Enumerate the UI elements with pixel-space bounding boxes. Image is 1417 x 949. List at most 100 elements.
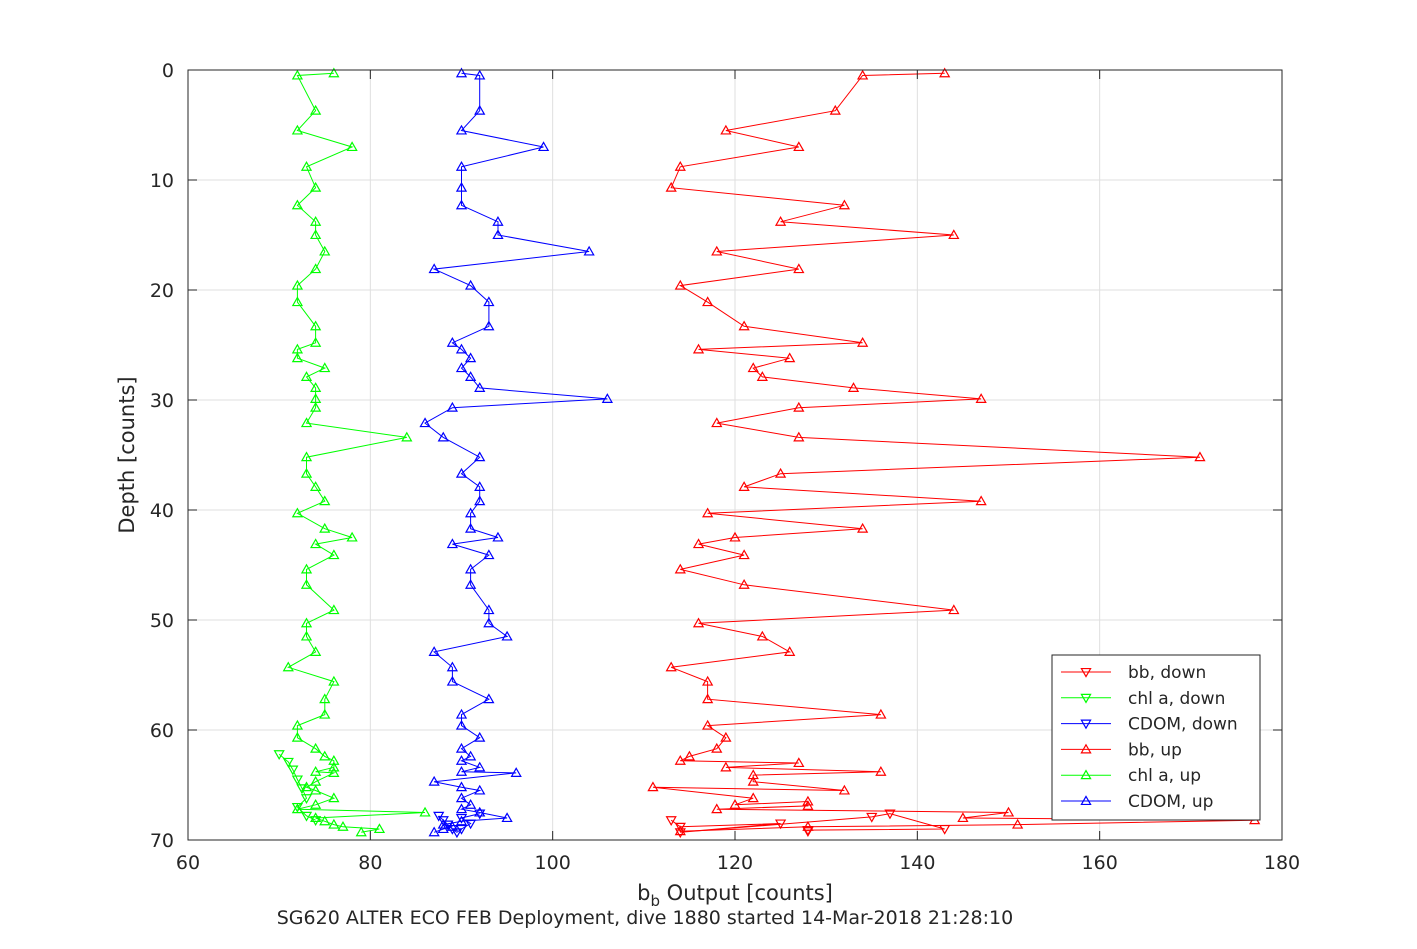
- data-point-bb-down: [884, 809, 896, 820]
- data-point-cdom-up: [455, 67, 468, 78]
- data-point-chl-a-up: [300, 781, 313, 792]
- data-point-bb-up: [875, 765, 887, 776]
- legend: bb, down chl a, down CDOM, down bb, up chl a…: [1051, 654, 1261, 821]
- legend-item-bb-up: bb, up: [1061, 740, 1182, 760]
- data-point-bb-down: [674, 822, 686, 833]
- series-bb-down: [665, 809, 951, 839]
- data-point-cdom-up: [455, 199, 468, 210]
- data-point-cdom-up: [455, 815, 468, 826]
- data-point-bb-down: [774, 819, 787, 830]
- data-point-bb-up: [702, 675, 714, 686]
- data-point-chl-a-up: [300, 467, 313, 478]
- x-tick-label: 160: [1082, 852, 1118, 874]
- data-point-cdom-up: [464, 522, 477, 533]
- data-point-bb-up: [1011, 818, 1024, 829]
- data-point-bb-up: [702, 719, 714, 730]
- data-point-chl-a-up: [309, 481, 322, 491]
- data-point-bb-up: [847, 382, 860, 392]
- data-point-chl-a-up: [300, 617, 313, 628]
- data-point-cdom-up: [428, 646, 440, 656]
- data-point-chl-a-up: [291, 803, 304, 814]
- data-point-cdom-up: [455, 754, 468, 765]
- y-tick-label: 30: [150, 390, 174, 412]
- data-point-bb-up: [856, 69, 869, 80]
- data-point-bb-up: [665, 181, 677, 192]
- data-point-cdom-up: [474, 104, 486, 115]
- data-point-bb-up: [738, 549, 750, 560]
- data-point-bb-up: [875, 708, 887, 719]
- data-point-bb-up: [674, 754, 686, 765]
- data-point-cdom-up: [446, 538, 459, 549]
- data-point-bb-up: [702, 693, 714, 704]
- data-point-cdom-up: [455, 708, 468, 719]
- data-point-chl-a-up: [282, 661, 294, 672]
- data-point-cdom-up: [483, 320, 495, 331]
- legend-marker: [1080, 795, 1092, 806]
- data-point-bb-up: [674, 279, 686, 290]
- data-point-cdom-up: [474, 761, 486, 772]
- data-point-cdom-up: [464, 798, 477, 809]
- data-point-cdom-up: [483, 296, 495, 307]
- x-axis-label-subscript: b: [650, 892, 660, 910]
- data-point-chl-a-up: [309, 104, 322, 115]
- legend-marker: [1080, 667, 1092, 678]
- data-point-bb-up: [756, 630, 768, 641]
- svg-text:bb Output [counts]: bb Output [counts]: [637, 881, 833, 910]
- legend-label: CDOM, down: [1128, 715, 1238, 735]
- data-point-chl-a-up: [328, 549, 340, 560]
- data-point-cdom-up: [464, 750, 477, 761]
- data-point-chl-a-up: [300, 451, 313, 462]
- data-point-bb-up: [729, 798, 741, 809]
- data-point-chl-a-up: [309, 320, 322, 331]
- y-tick-label: 50: [150, 610, 174, 632]
- data-point-chl-a-up: [319, 693, 331, 704]
- data-point-cdom-down: [474, 809, 486, 820]
- data-point-cdom-up: [455, 765, 468, 776]
- data-point-chl-a-up: [309, 784, 322, 795]
- data-point-cdom-up: [464, 507, 477, 518]
- data-point-bb-up: [747, 775, 759, 786]
- data-point-chl-a-up: [309, 401, 322, 412]
- data-point-cdom-up: [474, 784, 486, 795]
- data-point-chl-a-up: [319, 495, 331, 506]
- x-tick-label: 60: [176, 852, 200, 874]
- series-line-bb-up: [652, 72, 1255, 832]
- data-point-cdom-up: [455, 343, 468, 354]
- data-point-chl-a-down: [296, 784, 308, 795]
- data-point-chl-a-up: [419, 806, 431, 817]
- data-point-chl-a-down: [291, 775, 304, 786]
- data-point-chl-a-up: [309, 229, 322, 240]
- data-point-cdom-up: [492, 229, 504, 240]
- data-point-bb-up: [784, 646, 796, 656]
- data-point-cdom-up: [455, 792, 468, 803]
- data-point-chl-a-down: [282, 757, 294, 768]
- data-point-bb-up: [647, 781, 659, 792]
- data-point-bb-up: [802, 820, 814, 831]
- data-point-bb-up: [683, 750, 696, 761]
- data-point-bb-up: [711, 245, 723, 256]
- data-point-bb-up: [802, 795, 814, 806]
- data-point-bb-up: [692, 617, 705, 628]
- legend-label: chl a, up: [1128, 766, 1201, 786]
- data-point-bb-up: [856, 522, 869, 533]
- data-point-cdom-up: [446, 820, 459, 831]
- data-point-chl-a-up: [309, 742, 322, 753]
- data-point-cdom-up: [474, 495, 486, 506]
- data-point-chl-a-up: [319, 245, 331, 256]
- data-point-cdom-up: [464, 578, 477, 589]
- data-point-cdom-up: [583, 245, 595, 256]
- data-point-cdom-up: [464, 371, 477, 381]
- data-point-cdom-up: [501, 630, 513, 641]
- x-tick-label: 180: [1264, 852, 1300, 874]
- data-point-bb-up: [793, 401, 805, 412]
- legend-marker: [1080, 743, 1092, 754]
- data-point-chl-a-up: [291, 279, 304, 290]
- data-point-chl-a-up: [328, 675, 340, 686]
- data-point-bb-up: [738, 320, 750, 331]
- data-point-chl-a-down: [300, 794, 313, 805]
- data-point-cdom-up: [464, 352, 477, 363]
- data-point-bb-up: [793, 263, 805, 274]
- data-point-chl-a-up: [300, 371, 313, 381]
- data-point-chl-a-up: [355, 826, 367, 837]
